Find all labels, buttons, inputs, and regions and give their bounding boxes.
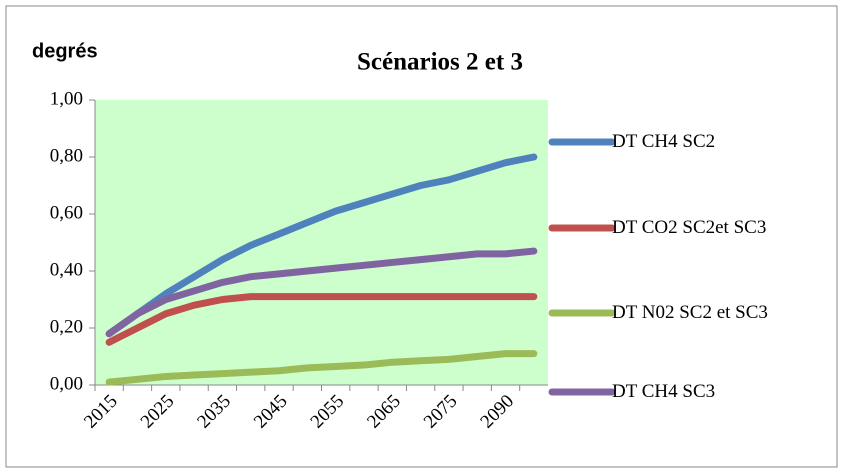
y-tick-label: 0,60 [50, 202, 83, 223]
y-tick-label: 0,80 [50, 145, 83, 166]
y-axis-label: degrés [32, 40, 98, 62]
legend-label: DT CH4 SC2 [612, 131, 716, 152]
y-tick-label: 0,40 [50, 259, 83, 280]
chart-title: Scénarios 2 et 3 [357, 49, 523, 76]
series-line [105, 350, 538, 386]
series-line [105, 153, 538, 338]
y-tick-label: 0,00 [50, 373, 83, 394]
legend-label: DT CO2 SC2et SC3 [612, 217, 767, 238]
series-line [105, 293, 538, 346]
plot-area [95, 100, 548, 385]
series-line [105, 247, 538, 338]
legend-label: DT CH4 SC3 [612, 381, 716, 402]
legend-label: DT N02 SC2 et SC3 [612, 302, 768, 323]
y-tick-label: 1,00 [50, 88, 83, 109]
y-tick-label: 0,20 [50, 316, 83, 337]
